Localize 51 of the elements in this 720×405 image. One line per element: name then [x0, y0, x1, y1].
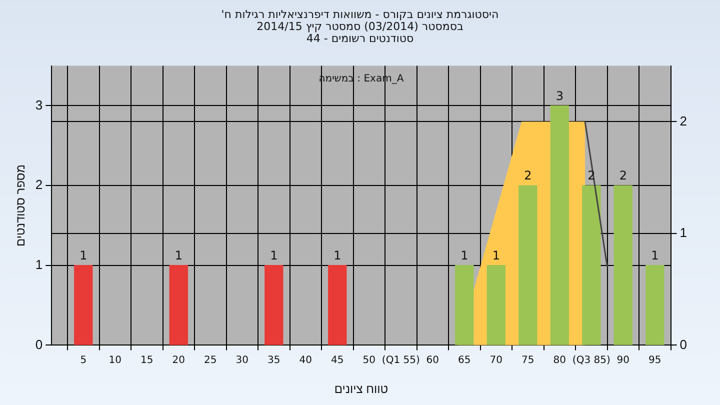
data-label: 1 — [174, 248, 182, 262]
chart-title: היסטוגרמת ציונים בקורס - משוואות דיפרנציאליות רגילות ח' — [220, 8, 500, 21]
data-label: 1 — [492, 248, 500, 262]
x-tick-label: 40 — [299, 354, 312, 366]
x-tick-label: 5 — [80, 354, 87, 366]
x-tick-label: 95 — [648, 354, 662, 366]
bar — [328, 265, 347, 346]
x-tick-label: 45 — [331, 354, 344, 366]
x-tick-label: 60 — [426, 354, 440, 366]
x-tick-label: 90 — [616, 354, 630, 366]
bar — [74, 265, 93, 346]
chart-subtitle: בסמסטר (03/2014) סמסטר קיץ 2014/15 סטודנטים רשומים - 44 — [256, 20, 464, 45]
bar — [169, 265, 188, 346]
data-label: 1 — [80, 248, 88, 262]
data-label: 1 — [651, 248, 659, 262]
x-tick-label: 35 — [268, 354, 280, 366]
bar — [614, 185, 632, 346]
x-tick-label: 75 — [522, 354, 534, 366]
y-tick-label: 1 — [35, 256, 43, 272]
x-tick-label: 50 — [362, 354, 376, 366]
x-tick-label: 65 — [458, 354, 471, 366]
x-tick-label: 80 — [553, 354, 566, 366]
x-tick-label: (Q1 55) — [382, 354, 420, 366]
bar — [455, 265, 474, 346]
y2-tick-label: 1 — [680, 225, 688, 240]
y-axis-title: מספר סטודנטים — [14, 164, 28, 247]
x-tick-label: (Q3 85) — [572, 354, 610, 366]
x-tick-label: 30 — [236, 354, 248, 366]
bar — [264, 265, 284, 346]
x-tick-label: 15 — [140, 354, 154, 366]
x-tick-label: 10 — [108, 354, 122, 366]
x-axis-title: טווח ציונים — [334, 382, 388, 396]
bar — [486, 265, 506, 346]
data-label: 1 — [270, 248, 278, 262]
y2-tick-label: 2 — [680, 113, 688, 128]
bar — [582, 185, 601, 346]
data-label: 3 — [556, 88, 564, 103]
data-label: 2 — [619, 168, 627, 183]
bar — [646, 265, 664, 346]
data-label: 1 — [460, 248, 468, 262]
y-tick-label: 3 — [35, 97, 43, 112]
data-label: 1 — [334, 248, 342, 262]
y2-tick-label: 0 — [680, 336, 688, 352]
data-label: 2 — [524, 168, 532, 183]
bar — [550, 105, 569, 346]
x-tick-label: 25 — [204, 354, 217, 366]
y-tick-label: 2 — [35, 177, 43, 192]
x-tick-label: 20 — [172, 354, 185, 366]
bar — [518, 185, 538, 346]
y-tick-label: 0 — [35, 336, 43, 352]
x-tick-label: 70 — [490, 354, 503, 366]
